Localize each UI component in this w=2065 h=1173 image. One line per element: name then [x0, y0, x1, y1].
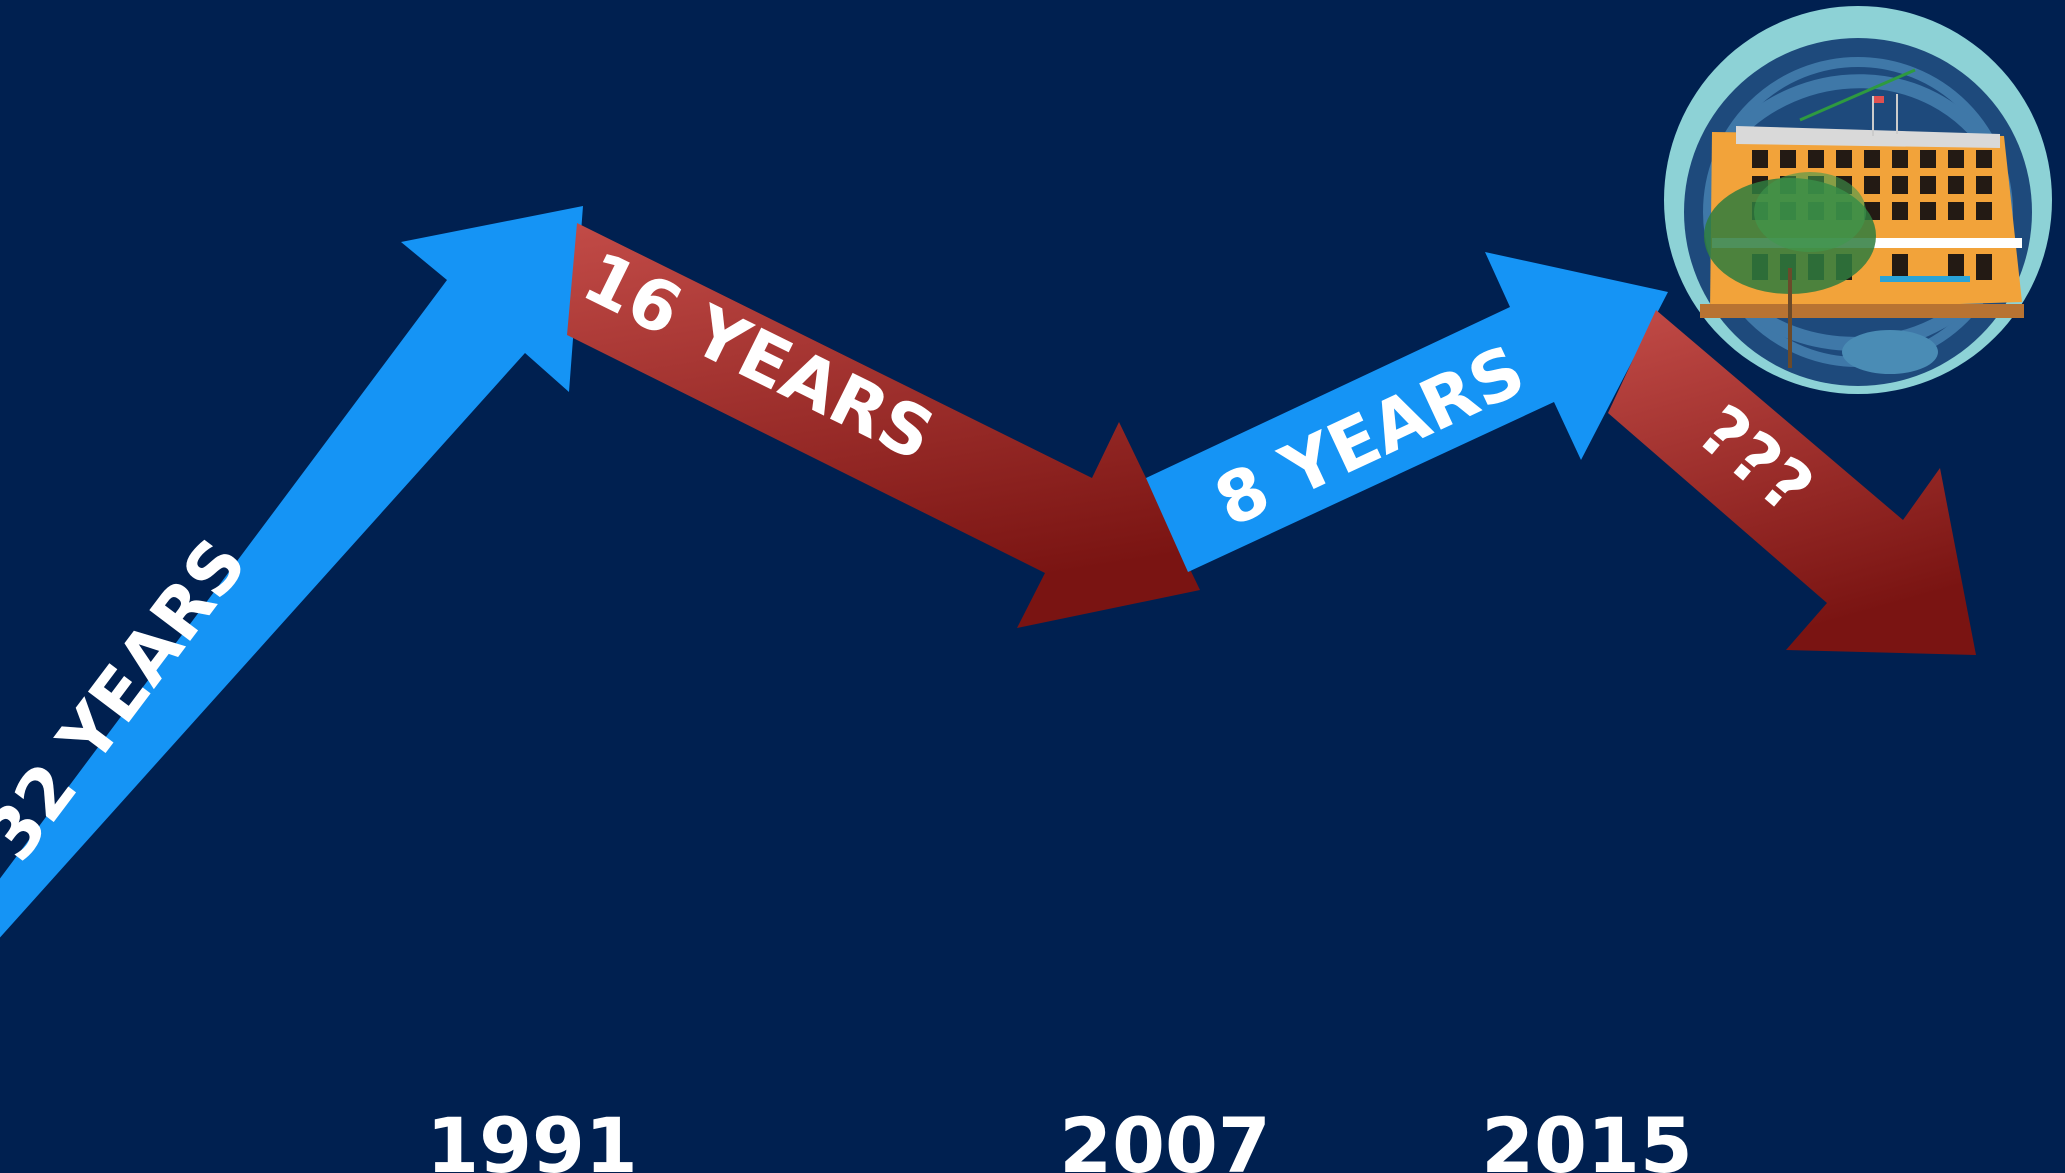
- year-label-1991: 1991: [426, 1101, 638, 1173]
- school-building-icon: [1664, 6, 2052, 394]
- arrow-rise-1: [0, 206, 583, 938]
- segment-label-1: 32 YEARS: [0, 524, 263, 876]
- year-label-2015: 2015: [1481, 1101, 1693, 1173]
- year-label-2007: 2007: [1059, 1101, 1271, 1173]
- arrow-fall-1: [567, 223, 1200, 628]
- arrow-rise-2: [1146, 252, 1668, 572]
- arrow-fall-2: [1608, 310, 1976, 655]
